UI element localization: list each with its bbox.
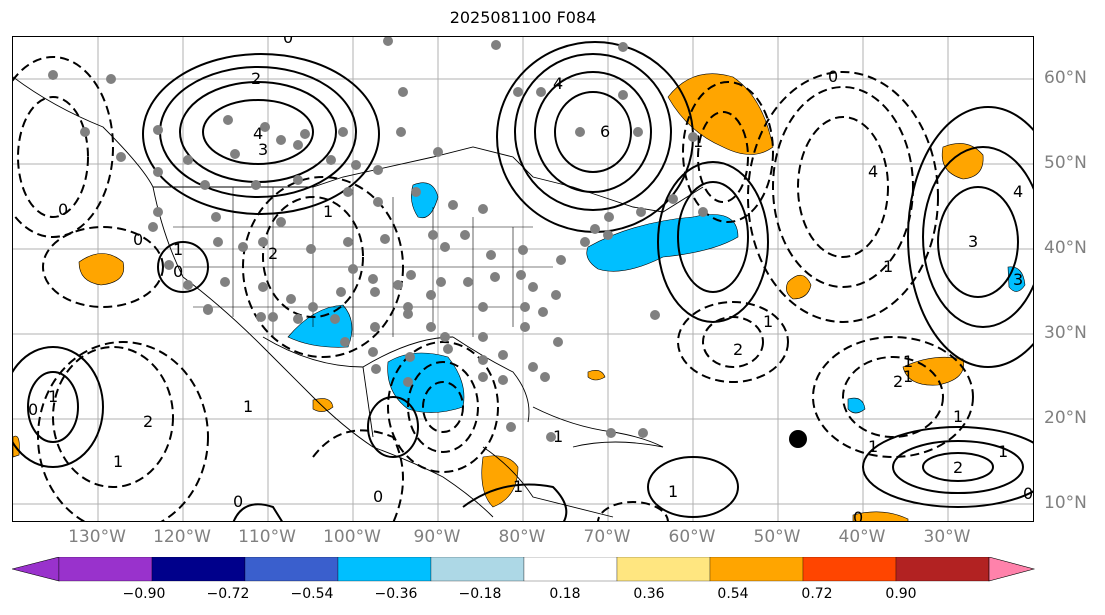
colorbar-bin (151, 557, 246, 582)
positive-contours (13, 41, 1033, 521)
svg-text:1: 1 (998, 442, 1008, 461)
negative-anomaly-regions (287, 182, 1026, 414)
lat-label: 20°N (1044, 408, 1087, 428)
svg-text:1: 1 (953, 407, 963, 426)
colorbar-tick: −0.90 (122, 586, 166, 602)
svg-text:1: 1 (243, 397, 253, 416)
svg-text:4: 4 (553, 74, 563, 93)
svg-text:4: 4 (253, 124, 263, 143)
svg-text:1: 1 (668, 482, 678, 501)
svg-text:1: 1 (113, 452, 123, 471)
colorbar-tick: 0.18 (549, 586, 581, 602)
svg-text:1: 1 (903, 352, 913, 371)
svg-text:0: 0 (133, 230, 143, 249)
svg-text:1: 1 (513, 477, 523, 496)
svg-text:1: 1 (48, 387, 58, 406)
svg-text:3: 3 (1013, 270, 1023, 289)
lon-label: 30°W (923, 527, 971, 547)
svg-text:1: 1 (883, 257, 893, 276)
colorbar-bin (244, 557, 339, 582)
svg-text:2: 2 (893, 372, 903, 391)
coastlines (13, 76, 704, 518)
svg-text:2: 2 (143, 412, 153, 431)
svg-text:0: 0 (173, 262, 183, 281)
station-markers (48, 37, 708, 442)
svg-text:2: 2 (268, 244, 278, 263)
lat-label: 30°N (1044, 323, 1087, 343)
colorbar-bin (616, 557, 711, 582)
colorbar-tick: 0.36 (633, 586, 665, 602)
colorbar-bin (802, 557, 897, 582)
svg-text:3: 3 (258, 140, 268, 159)
lon-label: 90°W (413, 527, 461, 547)
svg-text:1: 1 (693, 132, 703, 151)
lon-label: 80°W (498, 527, 546, 547)
svg-text:1: 1 (323, 202, 333, 221)
svg-text:1: 1 (868, 437, 878, 456)
colorbar-tick: −0.36 (374, 586, 418, 602)
svg-text:0: 0 (233, 492, 243, 511)
colorbar-tick: −0.54 (290, 586, 334, 602)
lon-label: 50°W (753, 527, 801, 547)
svg-text:0: 0 (28, 400, 38, 419)
lon-label: 130°W (68, 527, 126, 547)
svg-text:4: 4 (1013, 182, 1023, 201)
colorbar-bin (430, 557, 525, 582)
svg-text:2: 2 (953, 458, 963, 477)
svg-text:3: 3 (968, 232, 978, 251)
highlight-marker (789, 430, 807, 448)
state-borders (173, 187, 553, 337)
lat-label: 60°N (1044, 68, 1087, 88)
svg-text:0: 0 (58, 200, 68, 219)
map-canvas: 432 64 334 21 01 041 10 000 211 110 001 … (13, 37, 1033, 522)
negative-contours (13, 56, 974, 521)
colorbar-tick: 0.72 (801, 586, 833, 602)
lat-label: 10°N (1044, 493, 1087, 513)
svg-text:0: 0 (853, 508, 863, 522)
lon-label: 100°W (323, 527, 381, 547)
lon-label: 70°W (583, 527, 631, 547)
colorbar-bin (523, 557, 618, 582)
svg-text:0: 0 (1023, 484, 1033, 503)
colorbar-bin (58, 557, 153, 582)
lat-label: 50°N (1044, 153, 1087, 173)
lon-label: 40°W (838, 527, 886, 547)
positive-anomaly-regions (13, 73, 984, 521)
svg-text:1: 1 (173, 240, 183, 259)
svg-text:4: 4 (868, 162, 878, 181)
lat-label: 40°N (1044, 238, 1087, 258)
colorbar-bin (895, 557, 990, 582)
svg-text:1: 1 (763, 312, 773, 331)
colorbar-under-arrow (12, 557, 60, 582)
lon-label: 120°W (153, 527, 211, 547)
lon-label: 60°W (668, 527, 716, 547)
colorbar-tick: −0.18 (458, 586, 502, 602)
svg-text:6: 6 (600, 122, 610, 141)
colorbar-tick: 0.54 (717, 586, 749, 602)
colorbar-tick: 0.90 (885, 586, 917, 602)
svg-text:2: 2 (251, 69, 261, 88)
svg-text:0: 0 (283, 37, 293, 47)
map-title: 2025081100 F084 (449, 8, 597, 27)
colorbar-bin (709, 557, 804, 582)
svg-text:0: 0 (828, 67, 838, 86)
colorbar-tick: −0.72 (206, 586, 250, 602)
colorbar-bins (58, 557, 990, 582)
colorbar-bin (337, 557, 432, 582)
svg-text:0: 0 (373, 487, 383, 506)
colorbar (12, 557, 1036, 582)
svg-text:2: 2 (733, 340, 743, 359)
colorbar-over-arrow (988, 557, 1036, 582)
lon-label: 110°W (238, 527, 296, 547)
svg-text:1: 1 (903, 367, 913, 386)
contour-labels: 432 64 334 21 01 041 10 000 211 110 001 … (28, 37, 1033, 522)
svg-text:1: 1 (553, 427, 563, 446)
